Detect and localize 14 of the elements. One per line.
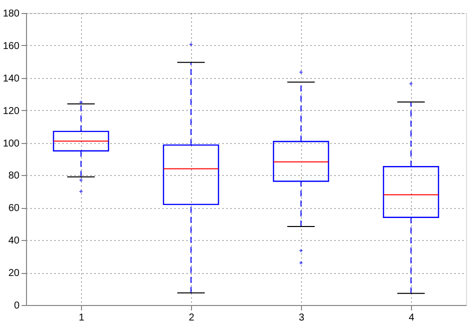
y-tick-label: 120 bbox=[2, 106, 20, 117]
x-tick-label: 3 bbox=[298, 312, 305, 324]
x-tick-label: 1 bbox=[78, 312, 85, 324]
x-tick-label: 2 bbox=[188, 312, 195, 324]
y-tick-label: 60 bbox=[8, 203, 20, 214]
y-tick-label: 160 bbox=[2, 40, 20, 52]
y-tick-label: 80 bbox=[8, 170, 20, 182]
y-tick-label: 40 bbox=[8, 236, 20, 247]
y-tick-label: 100 bbox=[2, 138, 20, 150]
y-tick-label: 180 bbox=[2, 8, 20, 20]
y-tick-label: 0 bbox=[14, 300, 20, 312]
y-tick-label: 140 bbox=[2, 73, 20, 84]
x-tick-label: 4 bbox=[408, 312, 415, 324]
y-tick-label: 20 bbox=[8, 268, 20, 280]
